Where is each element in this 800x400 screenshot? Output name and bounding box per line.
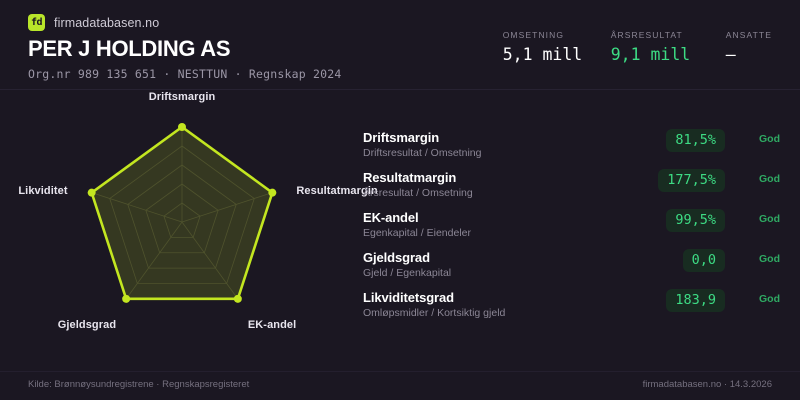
- status-badge: God: [759, 253, 780, 265]
- metric-formula: Gjeld / Egenkapital: [363, 267, 452, 279]
- brand[interactable]: fd firmadatabasen.no: [28, 14, 159, 31]
- radar-axis-spoke: [125, 221, 183, 300]
- radar-axis-label-resultatmargin: Resultatmargin: [296, 184, 378, 197]
- metric-formula: Omløpsmidler / Kortsiktig gjeld: [363, 307, 506, 319]
- metric-name: Driftsmargin: [363, 130, 440, 145]
- radar-data-point: [268, 188, 277, 197]
- metric-name: Resultatmargin: [363, 170, 457, 185]
- radar-data-point: [87, 188, 96, 197]
- stat-label: ANSATTE: [725, 30, 772, 40]
- metrics-list: Driftsmargin Driftsresultat / Omsetning 81…: [363, 129, 780, 330]
- header-divider: [0, 89, 800, 90]
- stat-label: ÅRSRESULTAT: [610, 30, 683, 40]
- metric-value: 99,5%: [666, 209, 725, 232]
- metric-row[interactable]: Resultatmargin Årsresultat / Omsetning 177…: [363, 169, 780, 210]
- metric-name: Gjeldsgrad: [363, 250, 430, 265]
- radar-grid-ring: [145, 183, 219, 254]
- metric-name: EK-andel: [363, 210, 419, 225]
- radar-axis-spoke: [91, 192, 183, 223]
- metric-row[interactable]: Driftsmargin Driftsresultat / Omsetning 81…: [363, 129, 780, 170]
- metric-value: 177,5%: [658, 169, 725, 192]
- stat-value: –: [725, 45, 736, 64]
- metric-formula: Driftsresultat / Omsetning: [363, 147, 482, 159]
- status-badge: God: [759, 173, 780, 185]
- radar-axis-label-gjeldsgrad: Gjeldsgrad: [57, 318, 117, 331]
- radar-chart: Driftsmargin Resultatmargin EK-andel Gje…: [0, 91, 377, 342]
- radar-data-area: [90, 125, 274, 301]
- company-meta: Org.nr 989 135 651 · NESTTUN · Regnskap …: [28, 67, 342, 81]
- radar-axis-label-ek-andel: EK-andel: [247, 318, 297, 331]
- metric-row[interactable]: Likviditetsgrad Omløpsmidler / Kortsiktig…: [363, 289, 780, 330]
- footer-attribution: firmadatabasen.no · 14.3.2026: [642, 379, 772, 390]
- key-figures: OMSETNING 5,1 mill ÅRSRESULTAT 9,1 mill …: [503, 30, 772, 64]
- radar-grid-ring: [109, 145, 255, 284]
- metric-value: 0,0: [682, 249, 725, 272]
- brand-name: firmadatabasen.no: [54, 15, 160, 30]
- metric-formula: Egenkapital / Eiendeler: [363, 227, 471, 239]
- status-badge: God: [759, 133, 780, 145]
- stat-value: 9,1 mill: [610, 45, 691, 64]
- radar-axis-label-likviditet: Likviditet: [18, 184, 68, 197]
- metric-value: 81,5%: [666, 129, 725, 152]
- footer-source: Kilde: Brønnøysundregistrene · Regnskaps…: [28, 379, 250, 390]
- radar-data-points: [87, 123, 277, 303]
- stat-ansatte: ANSATTE –: [726, 30, 772, 64]
- stat-omsetning: OMSETNING 5,1 mill: [503, 30, 611, 64]
- stat-arsresultat: ÅRSRESULTAT 9,1 mill: [611, 30, 726, 64]
- firmadatabasen-logo-icon: fd: [28, 14, 45, 31]
- status-badge: God: [759, 213, 780, 225]
- radar-axis-spoke: [181, 192, 273, 223]
- radar-data-point: [233, 294, 242, 303]
- metric-formula: Årsresultat / Omsetning: [363, 187, 473, 199]
- metric-name: Likviditetsgrad: [363, 290, 454, 305]
- stat-label: OMSETNING: [502, 30, 565, 40]
- page-title: PER J HOLDING AS: [28, 36, 231, 61]
- radar-data-point: [122, 294, 131, 303]
- radar-axis-label-driftsmargin: Driftsmargin: [148, 91, 216, 103]
- metric-row[interactable]: EK-andel Egenkapital / Eiendeler 99,5% God: [363, 209, 780, 250]
- radar-data-point: [178, 123, 186, 131]
- radar-chart-svg: [87, 123, 277, 303]
- radar-axis-spoke: [181, 221, 239, 300]
- radar-grid-ring: [163, 202, 201, 238]
- radar-grid-ring: [127, 164, 237, 269]
- metric-row[interactable]: Gjeldsgrad Gjeld / Egenkapital 0,0 God: [363, 249, 780, 290]
- footer-divider: [0, 371, 800, 372]
- status-badge: God: [759, 293, 780, 305]
- metric-value: 183,9: [666, 289, 725, 312]
- stat-value: 5,1 mill: [502, 45, 583, 64]
